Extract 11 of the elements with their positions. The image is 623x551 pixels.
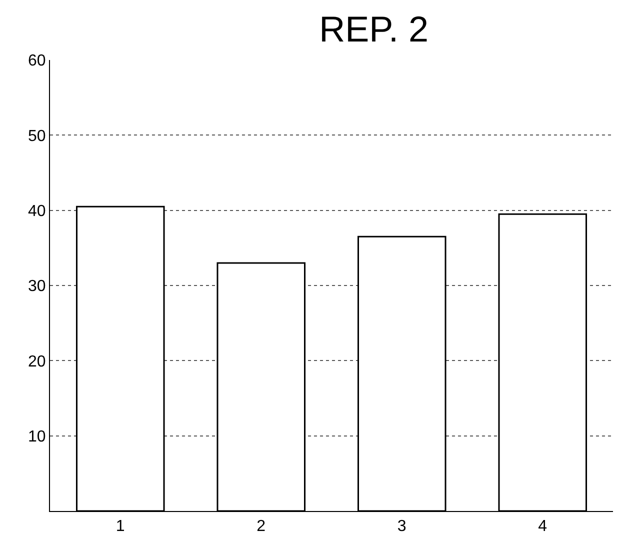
x-tick-label: 4	[538, 518, 548, 536]
y-tick-label: 60	[28, 52, 46, 70]
y-tick-label: 50	[28, 128, 46, 145]
x-tick-label: 2	[256, 518, 266, 536]
chart-title: REP. 2	[319, 8, 429, 50]
y-tick-label: 10	[28, 428, 46, 446]
y-tick-label: 20	[28, 353, 46, 370]
x-tick-label: 1	[116, 518, 125, 536]
x-tick-label: 3	[397, 518, 406, 536]
y-tick-label: 30	[28, 278, 46, 296]
y-tick-label: 40	[28, 202, 46, 220]
